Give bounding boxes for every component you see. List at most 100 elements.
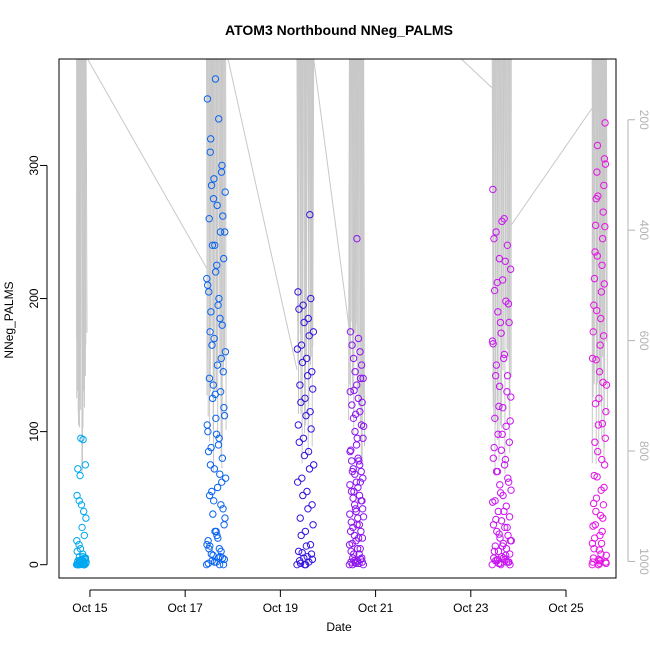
- data-point: [504, 478, 513, 486]
- depth-trace: [492, 58, 495, 391]
- data-point: [349, 354, 358, 363]
- data-point: [599, 332, 608, 340]
- data-point: [594, 421, 603, 429]
- data-point: [217, 168, 226, 176]
- data-point: [347, 547, 355, 556]
- data-point: [302, 411, 310, 420]
- data-point: [598, 234, 607, 243]
- data-point: [601, 119, 609, 127]
- data-point: [217, 547, 225, 556]
- data-point: [209, 195, 218, 203]
- data-point: [221, 188, 229, 196]
- data-point: [348, 467, 357, 476]
- data-point: [495, 530, 503, 538]
- data-point: [218, 454, 227, 462]
- data-point: [598, 261, 606, 269]
- data-point: [353, 434, 361, 442]
- data-point: [591, 248, 599, 256]
- data-point: [303, 553, 311, 561]
- data-point: [501, 257, 509, 265]
- data-point: [75, 541, 83, 549]
- data-point: [221, 228, 229, 236]
- data-point: [213, 361, 222, 369]
- data-point: [495, 382, 504, 391]
- data-point: [506, 265, 515, 273]
- data-point: [488, 498, 497, 506]
- depth-trace: [593, 58, 596, 373]
- data-point: [498, 217, 506, 226]
- data-point: [591, 221, 600, 230]
- data-point: [205, 491, 214, 500]
- data-point: [351, 368, 359, 376]
- y-axis-right: 200 400 600 800 1000: [627, 110, 650, 575]
- data-point: [299, 434, 308, 442]
- data-point: [353, 521, 361, 529]
- data-point: [602, 407, 610, 416]
- connector-trace: [460, 58, 493, 89]
- data-point: [499, 354, 508, 363]
- data-point: [500, 461, 509, 469]
- data-point: [207, 181, 216, 190]
- data-point: [217, 354, 225, 363]
- data-point: [347, 487, 356, 496]
- data-point: [506, 550, 514, 558]
- data-point: [209, 551, 217, 560]
- data-point: [220, 555, 229, 564]
- data-point: [210, 334, 218, 343]
- data-point: [594, 192, 602, 200]
- depth-trace: [596, 58, 599, 383]
- x-axis-label: Date: [326, 620, 352, 634]
- data-point: [347, 446, 355, 454]
- data-point: [304, 314, 312, 323]
- data-point: [597, 288, 606, 296]
- data-point: [306, 407, 314, 416]
- data-point: [496, 489, 505, 497]
- data-point: [351, 505, 360, 513]
- data-point: [348, 539, 356, 548]
- data-point: [491, 542, 499, 550]
- data-point: [74, 465, 82, 473]
- data-point: [491, 557, 500, 565]
- data-point: [500, 507, 508, 516]
- y2-tick-label: 200: [637, 110, 650, 130]
- data-point: [357, 467, 365, 476]
- data-point: [305, 465, 314, 473]
- data-point: [296, 514, 304, 522]
- data-point: [75, 559, 83, 568]
- data-point: [597, 539, 606, 548]
- data-point: [207, 443, 215, 452]
- data-point: [219, 254, 228, 263]
- data-point: [488, 337, 497, 345]
- data-point: [205, 214, 213, 223]
- data-point: [298, 474, 306, 482]
- data-point: [599, 501, 608, 509]
- data-point: [216, 228, 225, 236]
- data-point: [493, 467, 502, 476]
- data-point: [73, 537, 81, 545]
- data-point: [349, 414, 358, 423]
- data-point: [507, 486, 515, 494]
- data-point: [600, 181, 608, 190]
- data-point: [73, 491, 81, 500]
- data-point: [356, 348, 364, 356]
- data-point: [490, 547, 499, 556]
- data-point: [209, 510, 217, 518]
- data-point: [309, 385, 317, 393]
- depth-trace: [79, 58, 81, 428]
- data-point: [299, 301, 307, 309]
- data-point: [503, 523, 511, 532]
- data-point: [208, 341, 216, 349]
- data-point: [302, 542, 311, 550]
- data-point: [494, 547, 503, 556]
- data-point: [359, 474, 367, 482]
- data-point: [498, 430, 506, 438]
- data-point: [505, 318, 513, 327]
- data-point: [492, 361, 501, 369]
- depth-trace: [304, 58, 307, 426]
- y2-tick-label: 800: [637, 441, 650, 461]
- data-point: [82, 514, 90, 522]
- data-point: [590, 471, 598, 480]
- data-point: [347, 457, 356, 465]
- data-point: [590, 545, 598, 553]
- data-point: [217, 501, 225, 509]
